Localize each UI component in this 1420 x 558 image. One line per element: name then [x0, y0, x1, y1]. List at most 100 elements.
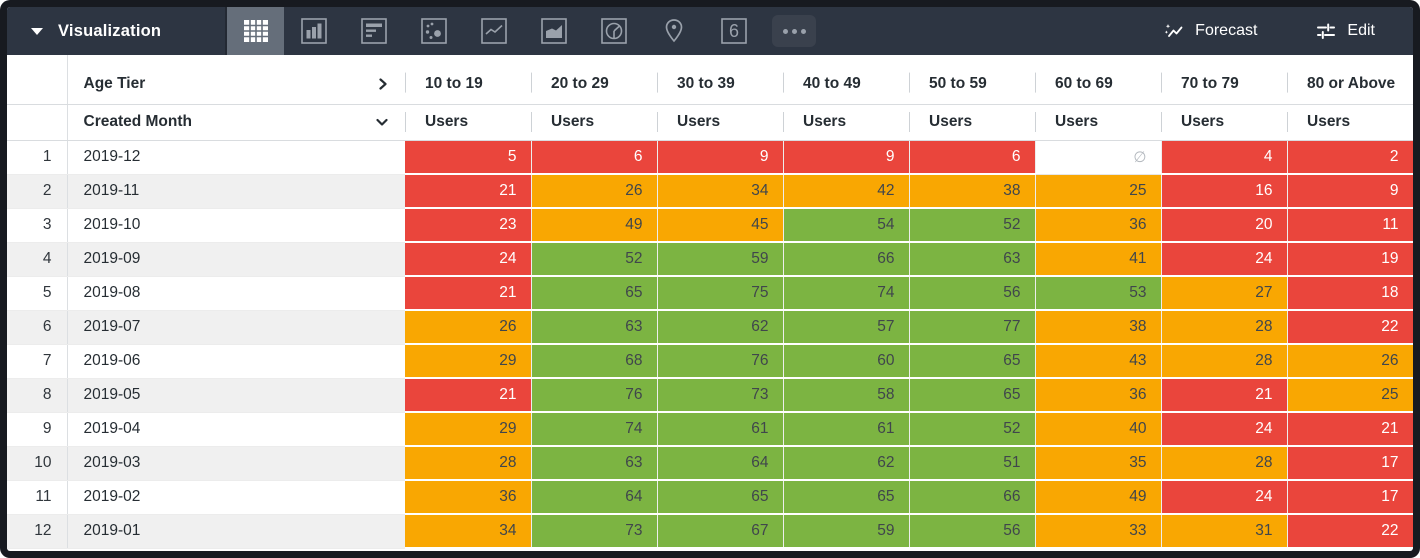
- value-cell[interactable]: 76: [657, 344, 784, 379]
- value-cell[interactable]: 73: [531, 514, 658, 549]
- value-cell[interactable]: 6: [531, 140, 658, 175]
- value-cell[interactable]: 61: [783, 412, 910, 447]
- viz-type-line-chart-button[interactable]: [464, 7, 524, 55]
- pivot-column-header[interactable]: 20 to 29: [531, 55, 657, 105]
- month-cell[interactable]: 2019-05: [67, 378, 405, 413]
- viz-type-map-button[interactable]: [644, 7, 704, 55]
- month-cell[interactable]: 2019-10: [67, 208, 405, 243]
- value-cell[interactable]: 64: [531, 480, 658, 515]
- month-cell[interactable]: 2019-01: [67, 514, 405, 549]
- value-cell[interactable]: 36: [1035, 378, 1162, 413]
- pivot-column-header[interactable]: 50 to 59: [909, 55, 1035, 105]
- month-cell[interactable]: 2019-09: [67, 242, 405, 277]
- value-cell[interactable]: 65: [909, 344, 1036, 379]
- value-cell[interactable]: 21: [405, 378, 532, 413]
- measure-header[interactable]: Users: [909, 104, 1035, 141]
- value-cell[interactable]: 65: [909, 378, 1036, 413]
- value-cell[interactable]: 6: [909, 140, 1036, 175]
- month-cell[interactable]: 2019-03: [67, 446, 405, 481]
- value-cell[interactable]: 22: [1287, 310, 1413, 345]
- month-cell[interactable]: 2019-12: [67, 140, 405, 175]
- value-cell[interactable]: 26: [531, 174, 658, 209]
- value-cell[interactable]: 25: [1287, 378, 1413, 413]
- month-cell[interactable]: 2019-02: [67, 480, 405, 515]
- value-cell[interactable]: 45: [657, 208, 784, 243]
- value-cell[interactable]: 9: [657, 140, 784, 175]
- value-cell[interactable]: 77: [909, 310, 1036, 345]
- value-cell[interactable]: 65: [657, 480, 784, 515]
- value-cell[interactable]: 21: [405, 276, 532, 311]
- value-cell[interactable]: 19: [1287, 242, 1413, 277]
- value-cell[interactable]: 28: [1161, 310, 1288, 345]
- month-cell[interactable]: 2019-11: [67, 174, 405, 209]
- edit-button[interactable]: Edit: [1315, 7, 1375, 55]
- value-cell[interactable]: 11: [1287, 208, 1413, 243]
- value-cell[interactable]: 27: [1161, 276, 1288, 311]
- value-cell[interactable]: 21: [1287, 412, 1413, 447]
- value-cell[interactable]: 28: [405, 446, 532, 481]
- value-cell[interactable]: 26: [405, 310, 532, 345]
- value-cell[interactable]: 62: [783, 446, 910, 481]
- value-cell[interactable]: 52: [909, 208, 1036, 243]
- value-cell[interactable]: 21: [1161, 378, 1288, 413]
- measure-header[interactable]: Users: [657, 104, 783, 141]
- value-cell[interactable]: 66: [783, 242, 910, 277]
- pivot-column-header[interactable]: 70 to 79: [1161, 55, 1287, 105]
- pivot-column-header[interactable]: 40 to 49: [783, 55, 909, 105]
- value-cell[interactable]: 51: [909, 446, 1036, 481]
- month-cell[interactable]: 2019-04: [67, 412, 405, 447]
- viz-type-scatter-plot-button[interactable]: [404, 7, 464, 55]
- value-cell[interactable]: 34: [657, 174, 784, 209]
- measure-header[interactable]: Users: [1035, 104, 1161, 141]
- value-cell[interactable]: 28: [1161, 446, 1288, 481]
- value-cell[interactable]: 65: [783, 480, 910, 515]
- value-cell[interactable]: 74: [531, 412, 658, 447]
- viz-type-table-button[interactable]: [227, 7, 284, 55]
- value-cell[interactable]: 24: [1161, 412, 1288, 447]
- value-cell[interactable]: 59: [783, 514, 910, 549]
- value-cell[interactable]: 73: [657, 378, 784, 413]
- value-cell[interactable]: 56: [909, 514, 1036, 549]
- measure-header[interactable]: Users: [1287, 104, 1413, 141]
- value-cell[interactable]: 23: [405, 208, 532, 243]
- value-cell[interactable]: 64: [657, 446, 784, 481]
- month-cell[interactable]: 2019-06: [67, 344, 405, 379]
- value-cell[interactable]: 36: [1035, 208, 1162, 243]
- value-cell[interactable]: 36: [405, 480, 532, 515]
- value-cell[interactable]: 4: [1161, 140, 1288, 175]
- value-cell[interactable]: 25: [1035, 174, 1162, 209]
- viz-type-column-chart-button[interactable]: [284, 7, 344, 55]
- value-cell[interactable]: 29: [405, 344, 532, 379]
- forecast-button[interactable]: Forecast: [1163, 7, 1257, 55]
- value-cell[interactable]: 75: [657, 276, 784, 311]
- pivot-column-header[interactable]: 30 to 39: [657, 55, 783, 105]
- value-cell[interactable]: 41: [1035, 242, 1162, 277]
- value-cell[interactable]: 49: [1035, 480, 1162, 515]
- chevron-down-icon[interactable]: [375, 116, 389, 128]
- measure-header[interactable]: Users: [1161, 104, 1287, 141]
- value-cell[interactable]: 63: [531, 446, 658, 481]
- value-cell[interactable]: 21: [405, 174, 532, 209]
- value-cell[interactable]: 53: [1035, 276, 1162, 311]
- pivot-column-header[interactable]: 10 to 19: [405, 55, 531, 105]
- value-cell[interactable]: 24: [1161, 480, 1288, 515]
- value-cell[interactable]: 24: [405, 242, 532, 277]
- value-cell[interactable]: 65: [531, 276, 658, 311]
- value-cell[interactable]: 9: [783, 140, 910, 175]
- chevron-right-icon[interactable]: [377, 77, 389, 91]
- pivot-field-header[interactable]: Age Tier: [67, 55, 405, 105]
- value-cell[interactable]: 38: [1035, 310, 1162, 345]
- value-cell[interactable]: 63: [909, 242, 1036, 277]
- value-cell[interactable]: 40: [1035, 412, 1162, 447]
- viz-type-bar-chart-button[interactable]: [344, 7, 404, 55]
- value-cell[interactable]: 24: [1161, 242, 1288, 277]
- value-cell[interactable]: 76: [531, 378, 658, 413]
- value-cell[interactable]: 31: [1161, 514, 1288, 549]
- month-cell[interactable]: 2019-08: [67, 276, 405, 311]
- viz-type-single-value-button[interactable]: 6: [704, 7, 764, 55]
- value-cell[interactable]: 68: [531, 344, 658, 379]
- value-cell[interactable]: 5: [405, 140, 532, 175]
- value-cell[interactable]: 57: [783, 310, 910, 345]
- value-cell[interactable]: 26: [1287, 344, 1413, 379]
- dimension-field-header[interactable]: Created Month: [67, 104, 405, 141]
